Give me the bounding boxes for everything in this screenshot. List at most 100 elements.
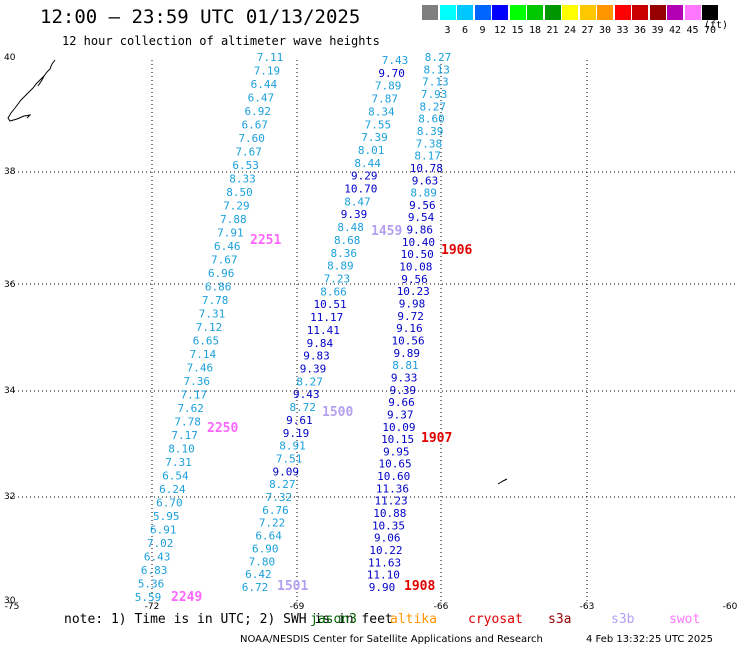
wave-height-value: 10.35 — [372, 519, 405, 532]
wave-height-value: 11.41 — [307, 324, 340, 337]
footer-credit: NOAA/NESDIS Center for Satellite Applica… — [240, 634, 543, 645]
legend-swatch — [457, 5, 473, 20]
wave-height-value: 6.53 — [232, 159, 259, 172]
pass-id-label: 1908 — [404, 579, 435, 594]
wave-height-map[interactable]: 7.117.196.446.476.926.677.607.676.538.33… — [0, 0, 740, 610]
wave-height-value: 7.32 — [266, 491, 293, 504]
wave-height-value: 6.47 — [248, 92, 275, 105]
wave-height-value: 11.10 — [367, 569, 400, 582]
axis-tick-labels: -75 -72 -69 -66 -63 -60 40 38 36 34 32 30 — [4, 53, 738, 610]
wave-height-value: 9.61 — [286, 414, 313, 427]
wave-height-value: 7.11 — [257, 51, 284, 64]
pass-id-label: 1906 — [441, 243, 472, 258]
legend-label: 27 — [581, 25, 594, 36]
wave-height-value: 7.14 — [190, 348, 217, 361]
wave-height-value: 6.70 — [156, 497, 183, 510]
wave-height-value: 10.15 — [381, 433, 414, 446]
legend-label: 18 — [528, 25, 542, 36]
wave-height-value: 7.22 — [259, 517, 286, 530]
lat-tick-label: 38 — [4, 167, 16, 177]
wave-height-value: 6.42 — [245, 568, 272, 581]
wave-height-value: 9.70 — [378, 67, 405, 80]
lat-tick-label: 40 — [4, 53, 16, 63]
satellite-label: s3b — [611, 612, 635, 627]
wave-height-value: 7.91 — [217, 227, 244, 240]
wave-height-value: 7.51 — [276, 452, 303, 465]
wave-height-value: 7.36 — [184, 375, 211, 388]
coastline — [7, 59, 508, 485]
satellite-label: cryosat — [468, 612, 523, 627]
wave-height-value: 6.24 — [159, 483, 186, 496]
legend-swatch — [702, 5, 718, 20]
wave-height-value: 8.27 — [296, 375, 323, 388]
wave-height-value: 7.87 — [372, 93, 399, 106]
wave-height-value: 9.33 — [391, 371, 418, 384]
wave-height-value: 10.40 — [402, 236, 435, 249]
wave-height-value: 7.31 — [165, 456, 192, 469]
wave-height-value: 9.72 — [397, 310, 424, 323]
wave-height-value: 8.47 — [344, 195, 371, 208]
wave-height-value: 6.72 — [242, 581, 269, 594]
wave-height-value: 8.39 — [417, 125, 444, 138]
lon-tick-label: -75 — [5, 602, 20, 610]
legend-label: 6 — [461, 25, 469, 36]
wave-height-value: 7.39 — [361, 131, 388, 144]
legend-label: 21 — [546, 25, 559, 36]
satellite-label: jason3 — [310, 612, 357, 627]
legend-swatch — [562, 5, 578, 20]
footer-note: note: 1) Time is in UTC; 2) SWH is in fe… — [64, 612, 393, 627]
wave-height-value: 7.55 — [365, 118, 392, 131]
pass-id-label: 1459 — [371, 224, 402, 239]
wave-height-value: 8.01 — [358, 144, 385, 157]
wave-height-value: 6.43 — [144, 551, 171, 564]
wave-height-value: 7.60 — [238, 132, 265, 145]
wave-height-value: 6.92 — [245, 105, 272, 118]
wave-height-value: 8.68 — [334, 234, 361, 247]
wave-height-value: 10.78 — [410, 162, 443, 175]
wave-height-value: 9.63 — [412, 174, 439, 187]
legend-swatch — [527, 5, 543, 20]
wave-height-value: 11.63 — [368, 556, 401, 569]
legend-swatch — [509, 5, 526, 20]
wave-height-value: 9.95 — [383, 445, 410, 458]
wave-height-value: 6.65 — [193, 335, 220, 348]
wave-height-value: 6.67 — [242, 119, 269, 132]
legend-swatch — [632, 5, 648, 20]
wave-height-value: 6.46 — [214, 240, 241, 253]
lon-tick-label: -60 — [723, 602, 738, 610]
wave-height-value: 10.60 — [377, 470, 410, 483]
wave-height-value: 11.17 — [310, 311, 343, 324]
lat-lon-grid — [10, 60, 735, 602]
lat-tick-label: 30 — [4, 596, 16, 606]
wave-height-value: 6.54 — [162, 470, 189, 483]
altimeter-tracks: 7.117.196.446.476.926.677.607.676.538.33… — [135, 51, 452, 604]
wave-height-value: 10.70 — [344, 183, 377, 196]
legend-label: 15 — [511, 25, 524, 36]
wave-height-value: 6.96 — [208, 267, 235, 280]
wave-height-value: 8.81 — [392, 359, 419, 372]
coastline-islet — [497, 478, 508, 485]
pass-id-label: 2249 — [171, 590, 202, 605]
wave-height-value: 9.66 — [388, 396, 415, 409]
satellite-label: swot — [669, 612, 701, 627]
lat-tick-label: 32 — [4, 492, 15, 502]
wave-height-value: 9.56 — [409, 199, 436, 212]
wave-height-value: 6.86 — [205, 281, 232, 294]
legend-label: 3 — [444, 25, 451, 36]
wave-height-value: 9.83 — [303, 350, 330, 363]
wave-height-value: 9.84 — [307, 337, 334, 350]
legend-label: 12 — [493, 25, 507, 36]
legend-swatch — [422, 5, 438, 20]
wave-height-value: 7.67 — [211, 254, 238, 267]
wave-height-value: 5.59 — [135, 591, 162, 604]
legend-swatch — [597, 5, 613, 20]
wave-height-value: 7.43 — [382, 54, 409, 67]
wave-height-value: 9.86 — [407, 224, 434, 237]
wave-height-value: 8.91 — [279, 440, 306, 453]
lat-tick-label: 36 — [4, 280, 16, 290]
wave-height-value: 10.23 — [397, 285, 430, 298]
wave-height-value: 10.51 — [314, 298, 347, 311]
wave-height-value: 7.02 — [147, 537, 174, 550]
wave-height-value: 10.56 — [391, 334, 424, 347]
wave-height-value: 6.76 — [262, 504, 289, 517]
